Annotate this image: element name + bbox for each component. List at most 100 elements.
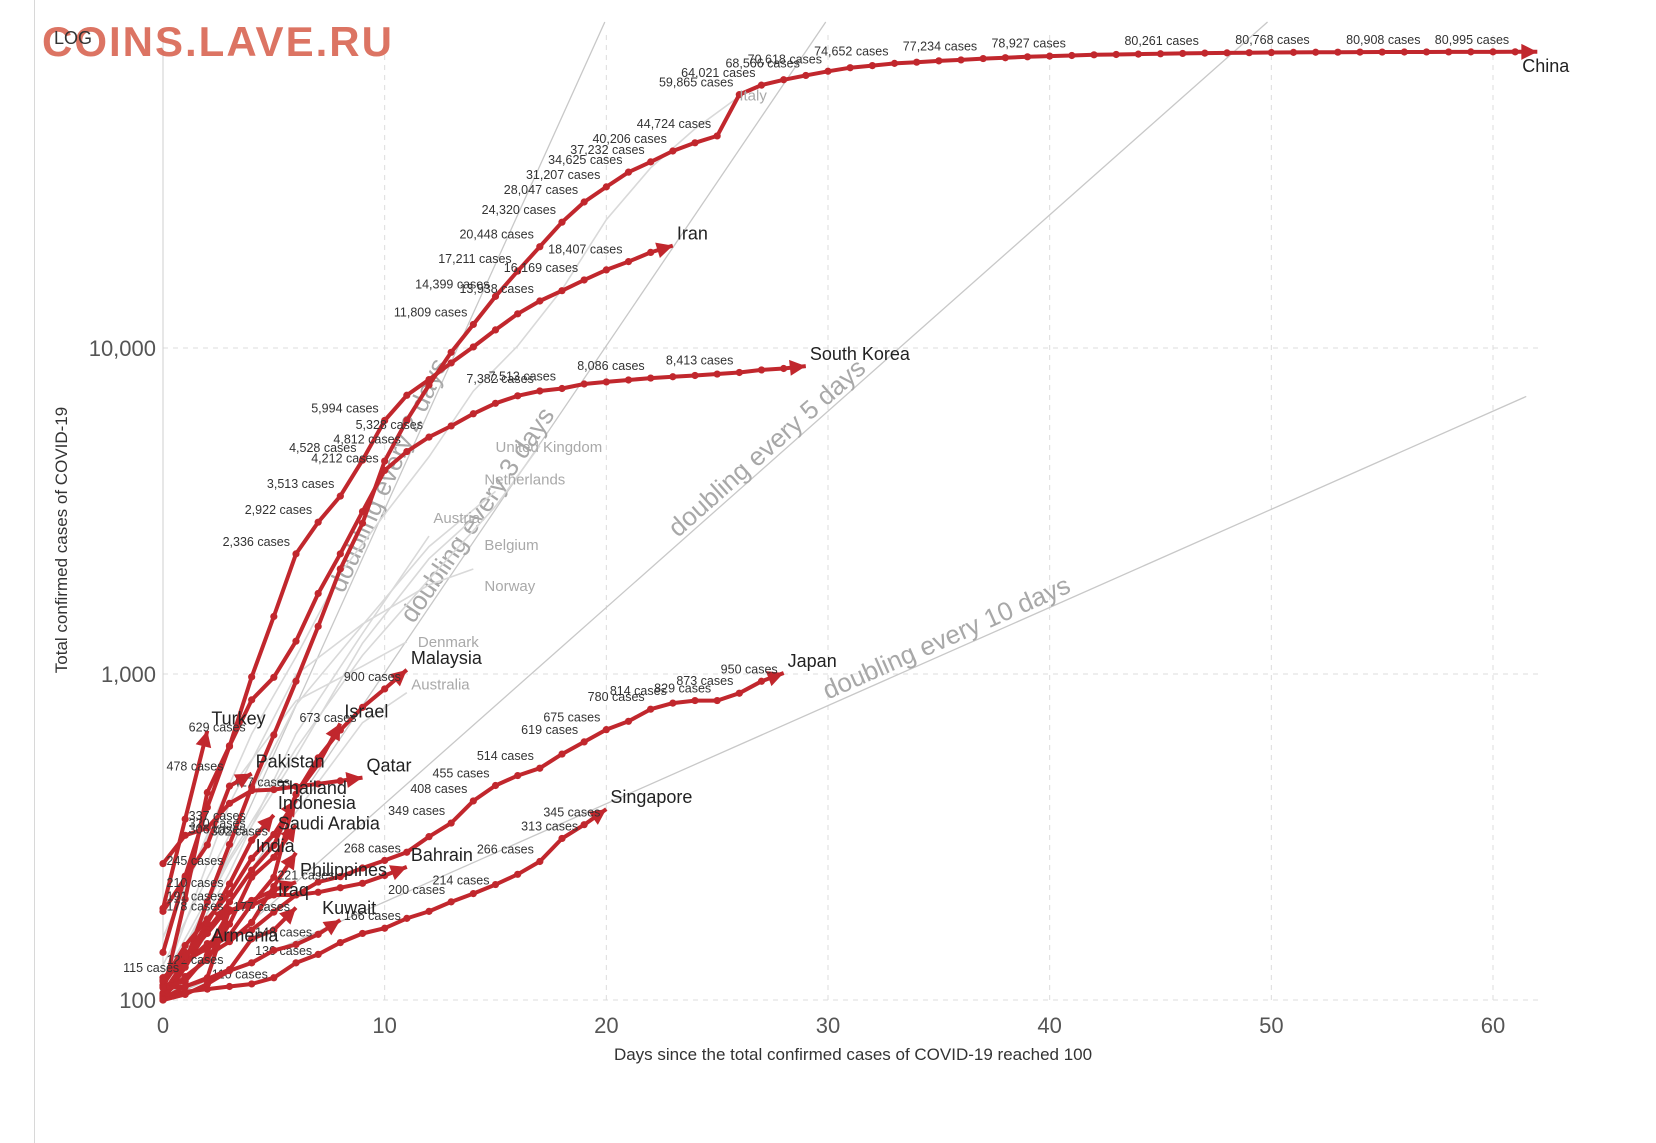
data-point-japan [647,705,655,713]
data-label: 455 cases [433,766,490,780]
series-arrow-thailand [280,799,296,818]
data-label: 115 cases [123,961,179,975]
data-label: 166 cases [344,909,401,923]
data-point-china [1489,48,1497,56]
data-point-south-korea [181,895,189,903]
data-label: 245 cases [167,854,224,868]
data-point-japan [491,781,500,790]
data-point-singapore [425,907,433,915]
data-label: 177 cases [233,900,290,914]
data-label: 2,336 cases [223,535,290,549]
data-label: 24,320 cases [482,203,556,217]
series-label-india: India [256,836,296,856]
series-label-bahrain: Bahrain [411,845,473,865]
data-point-south-korea [602,378,610,386]
x-tick-label: 10 [372,1013,396,1038]
series-label-kuwait: Kuwait [322,898,376,918]
data-label: 78,927 cases [991,37,1065,51]
data-point-thailand [270,830,278,839]
data-label: 80,768 cases [1235,33,1309,47]
data-point-iran [248,673,256,681]
data-point-china [913,58,921,66]
data-point-kuwait [203,980,211,988]
data-point-china [890,59,899,67]
data-label: 5,994 cases [311,401,378,415]
data-label: 59,865 cases [659,76,733,90]
data-point-south-korea [713,370,721,378]
data-label: 345 cases [543,806,600,820]
series-line-south-korea [161,364,807,995]
data-label: 7,513 cases [489,369,556,383]
data-point-japan [514,771,522,780]
data-point-south-korea [691,371,699,380]
data-point-china [358,519,367,527]
data-point-south-korea [358,507,367,516]
data-label: 34,625 cases [548,153,622,167]
data-point-israel [225,898,234,906]
data-label: 349 cases [388,804,445,818]
data-point-china [336,565,344,573]
data-point-china [1023,53,1032,61]
data-point-israel [181,963,189,971]
data-point-south-korea [447,422,455,430]
data-point-japan [381,856,389,865]
data-point-south-korea [780,364,788,373]
data-point-singapore [403,914,411,922]
data-point-south-korea [225,742,234,750]
data-point-china [824,67,832,75]
data-point-indonesia [248,836,256,844]
data-point-israel [314,760,322,768]
data-point-japan [713,696,721,705]
series-arrow-qatar [345,772,363,788]
data-point-south-korea [491,399,500,407]
data-label: 28,047 cases [504,183,578,197]
data-label: 514 cases [477,749,534,763]
data-point-china [602,183,610,191]
data-point-china [691,139,699,147]
data-point-saudi-arabia [270,853,278,861]
data-point-japan [447,819,455,827]
data-point-china [1156,50,1165,58]
data-label: 13,938 cases [459,282,533,296]
data-point-malaysia [381,685,389,693]
data-label: 619 cases [521,723,578,737]
series-label-belgium: Belgium [484,537,538,554]
data-point-china [624,168,633,176]
data-point-south-korea [536,387,544,395]
series-label-italy: Italy [739,88,767,105]
data-point-singapore [514,870,522,878]
series-label-iraq: Iraq [278,880,309,900]
data-point-malaysia [270,873,278,881]
data-point-singapore [558,834,566,843]
data-point-iran [159,948,167,956]
data-label: 80,261 cases [1124,34,1198,48]
data-label: 313 cases [521,819,578,833]
series-label-turkey: Turkey [211,709,265,729]
data-point-china [1378,48,1386,56]
data-label: 37,232 cases [570,143,644,157]
data-label: 80,995 cases [1435,33,1509,47]
data-label: 77,234 cases [903,40,977,54]
data-point-israel [270,841,278,850]
data-label: 814 cases [610,684,667,698]
data-point-singapore [248,980,256,988]
data-point-south-korea [624,376,633,384]
data-point-china [292,677,300,685]
data-label: 306 cases [189,823,246,837]
data-point-south-korea [558,384,566,393]
data-point-japan [558,750,566,758]
series-arrow-israel [325,723,341,742]
data-point-china [1046,52,1054,60]
data-point-pakistan [225,782,234,790]
series-arrow-turkey [195,730,212,749]
data-point-iran [602,266,610,274]
data-label: 950 cases [721,662,778,676]
data-point-japan [669,699,677,707]
data-point-kuwait [292,940,300,949]
series-arrow-saudi-arabia [280,825,296,843]
data-point-kuwait [181,990,189,999]
data-point-bahrain [336,884,344,892]
data-point-iran [292,550,300,558]
data-point-china [447,348,455,356]
y-tick-label: 10,000 [89,336,156,361]
